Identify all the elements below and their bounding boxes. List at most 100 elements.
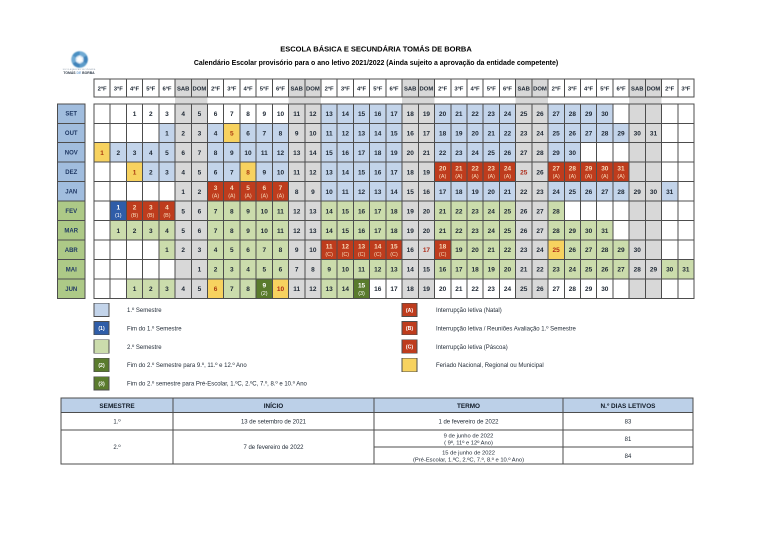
svg-text:2ªF: 2ªF bbox=[325, 85, 334, 92]
svg-text:9: 9 bbox=[262, 282, 266, 289]
svg-text:5: 5 bbox=[181, 208, 185, 215]
svg-text:3ªF: 3ªF bbox=[114, 85, 123, 92]
svg-text:31: 31 bbox=[650, 130, 658, 137]
svg-text:5ªF: 5ªF bbox=[600, 85, 609, 92]
svg-text:1.º Semestre: 1.º Semestre bbox=[127, 307, 162, 314]
svg-text:8: 8 bbox=[246, 169, 250, 176]
svg-text:31: 31 bbox=[666, 189, 674, 196]
svg-text:Feriado Nacional, Regional ou: Feriado Nacional, Regional ou Municipal bbox=[436, 363, 544, 369]
svg-text:20: 20 bbox=[488, 189, 496, 196]
svg-text:16: 16 bbox=[358, 228, 366, 235]
svg-text:17: 17 bbox=[423, 130, 431, 137]
svg-text:29: 29 bbox=[617, 130, 625, 137]
svg-text:(A): (A) bbox=[212, 193, 219, 199]
svg-text:27: 27 bbox=[536, 208, 544, 215]
svg-text:2: 2 bbox=[149, 169, 153, 176]
svg-text:6ªF: 6ªF bbox=[162, 85, 171, 92]
svg-text:84: 84 bbox=[625, 454, 632, 460]
svg-text:(B): (B) bbox=[406, 326, 413, 332]
svg-text:25: 25 bbox=[504, 228, 512, 235]
svg-text:(A): (A) bbox=[406, 308, 413, 314]
svg-text:21: 21 bbox=[520, 267, 528, 274]
svg-text:20: 20 bbox=[439, 166, 447, 173]
svg-text:18: 18 bbox=[455, 189, 463, 196]
svg-text:22: 22 bbox=[471, 111, 479, 118]
svg-text:23: 23 bbox=[471, 208, 479, 215]
svg-text:25: 25 bbox=[520, 111, 528, 118]
svg-text:23: 23 bbox=[488, 166, 496, 173]
svg-text:31: 31 bbox=[682, 267, 690, 274]
svg-text:12: 12 bbox=[309, 286, 317, 293]
svg-text:28: 28 bbox=[601, 247, 609, 254]
svg-text:4: 4 bbox=[230, 185, 234, 192]
svg-text:5: 5 bbox=[262, 267, 266, 274]
svg-text:1: 1 bbox=[117, 205, 121, 212]
svg-text:4: 4 bbox=[165, 228, 169, 235]
svg-text:6: 6 bbox=[279, 267, 283, 274]
svg-text:(1): (1) bbox=[98, 326, 105, 332]
svg-text:7 de fevereiro de 2022: 7 de fevereiro de 2022 bbox=[243, 445, 304, 451]
svg-text:26: 26 bbox=[536, 169, 544, 176]
svg-text:8: 8 bbox=[214, 150, 218, 157]
svg-text:5: 5 bbox=[230, 247, 234, 254]
svg-text:11: 11 bbox=[277, 228, 284, 235]
svg-text:26: 26 bbox=[536, 111, 544, 118]
svg-text:8: 8 bbox=[246, 111, 250, 118]
svg-text:24: 24 bbox=[471, 150, 479, 157]
svg-text:JAN: JAN bbox=[65, 190, 77, 196]
svg-text:21: 21 bbox=[504, 189, 512, 196]
svg-text:30: 30 bbox=[601, 166, 609, 173]
svg-text:25: 25 bbox=[585, 267, 593, 274]
svg-text:8: 8 bbox=[295, 189, 299, 196]
svg-text:15: 15 bbox=[358, 282, 366, 289]
svg-text:5ªF: 5ªF bbox=[373, 85, 382, 92]
svg-text:13 de setembro de 2021: 13 de setembro de 2021 bbox=[241, 420, 307, 426]
svg-text:4ªF: 4ªF bbox=[130, 85, 139, 92]
svg-text:1: 1 bbox=[117, 228, 121, 235]
svg-text:Calendário Escolar provisório: Calendário Escolar provisório para o ano… bbox=[194, 60, 558, 67]
svg-text:2.º: 2.º bbox=[113, 444, 121, 451]
svg-text:4ªF: 4ªF bbox=[471, 85, 480, 92]
svg-text:14: 14 bbox=[374, 243, 382, 250]
svg-text:8: 8 bbox=[230, 208, 234, 215]
svg-text:21: 21 bbox=[488, 247, 496, 254]
svg-text:15: 15 bbox=[390, 243, 398, 250]
svg-text:(A): (A) bbox=[504, 174, 511, 180]
svg-text:(B): (B) bbox=[131, 213, 138, 219]
svg-text:17: 17 bbox=[390, 111, 398, 118]
svg-text:17: 17 bbox=[374, 228, 382, 235]
svg-text:4: 4 bbox=[246, 267, 250, 274]
svg-text:19: 19 bbox=[488, 267, 496, 274]
svg-text:6: 6 bbox=[214, 286, 218, 293]
svg-text:7: 7 bbox=[214, 228, 218, 235]
svg-text:SAB: SAB bbox=[290, 86, 302, 92]
svg-text:2: 2 bbox=[214, 267, 218, 274]
svg-text:14: 14 bbox=[390, 189, 398, 196]
svg-text:27: 27 bbox=[536, 228, 544, 235]
svg-text:16: 16 bbox=[407, 130, 415, 137]
svg-text:7: 7 bbox=[230, 111, 234, 118]
svg-text:24: 24 bbox=[536, 130, 544, 137]
svg-text:(C): (C) bbox=[390, 252, 398, 258]
svg-text:14: 14 bbox=[342, 169, 350, 176]
svg-text:5: 5 bbox=[198, 111, 202, 118]
svg-text:1.º: 1.º bbox=[113, 419, 121, 426]
svg-text:8: 8 bbox=[311, 267, 315, 274]
svg-text:25: 25 bbox=[553, 130, 561, 137]
svg-text:11: 11 bbox=[261, 150, 268, 157]
svg-text:26: 26 bbox=[585, 189, 593, 196]
svg-text:1: 1 bbox=[165, 247, 169, 254]
svg-text:5: 5 bbox=[198, 169, 202, 176]
svg-text:13: 13 bbox=[390, 267, 398, 274]
svg-text:21: 21 bbox=[439, 208, 447, 215]
svg-text:9: 9 bbox=[262, 111, 266, 118]
svg-text:2: 2 bbox=[198, 189, 202, 196]
svg-text:(C): (C) bbox=[325, 252, 333, 258]
svg-text:DOM: DOM bbox=[306, 86, 320, 92]
svg-text:11: 11 bbox=[277, 208, 284, 215]
svg-text:24: 24 bbox=[504, 286, 512, 293]
svg-text:15: 15 bbox=[358, 169, 366, 176]
svg-text:9 de junho de 2022: 9 de junho de 2022 bbox=[444, 433, 494, 439]
svg-text:26: 26 bbox=[536, 286, 544, 293]
svg-text:9: 9 bbox=[327, 267, 331, 274]
